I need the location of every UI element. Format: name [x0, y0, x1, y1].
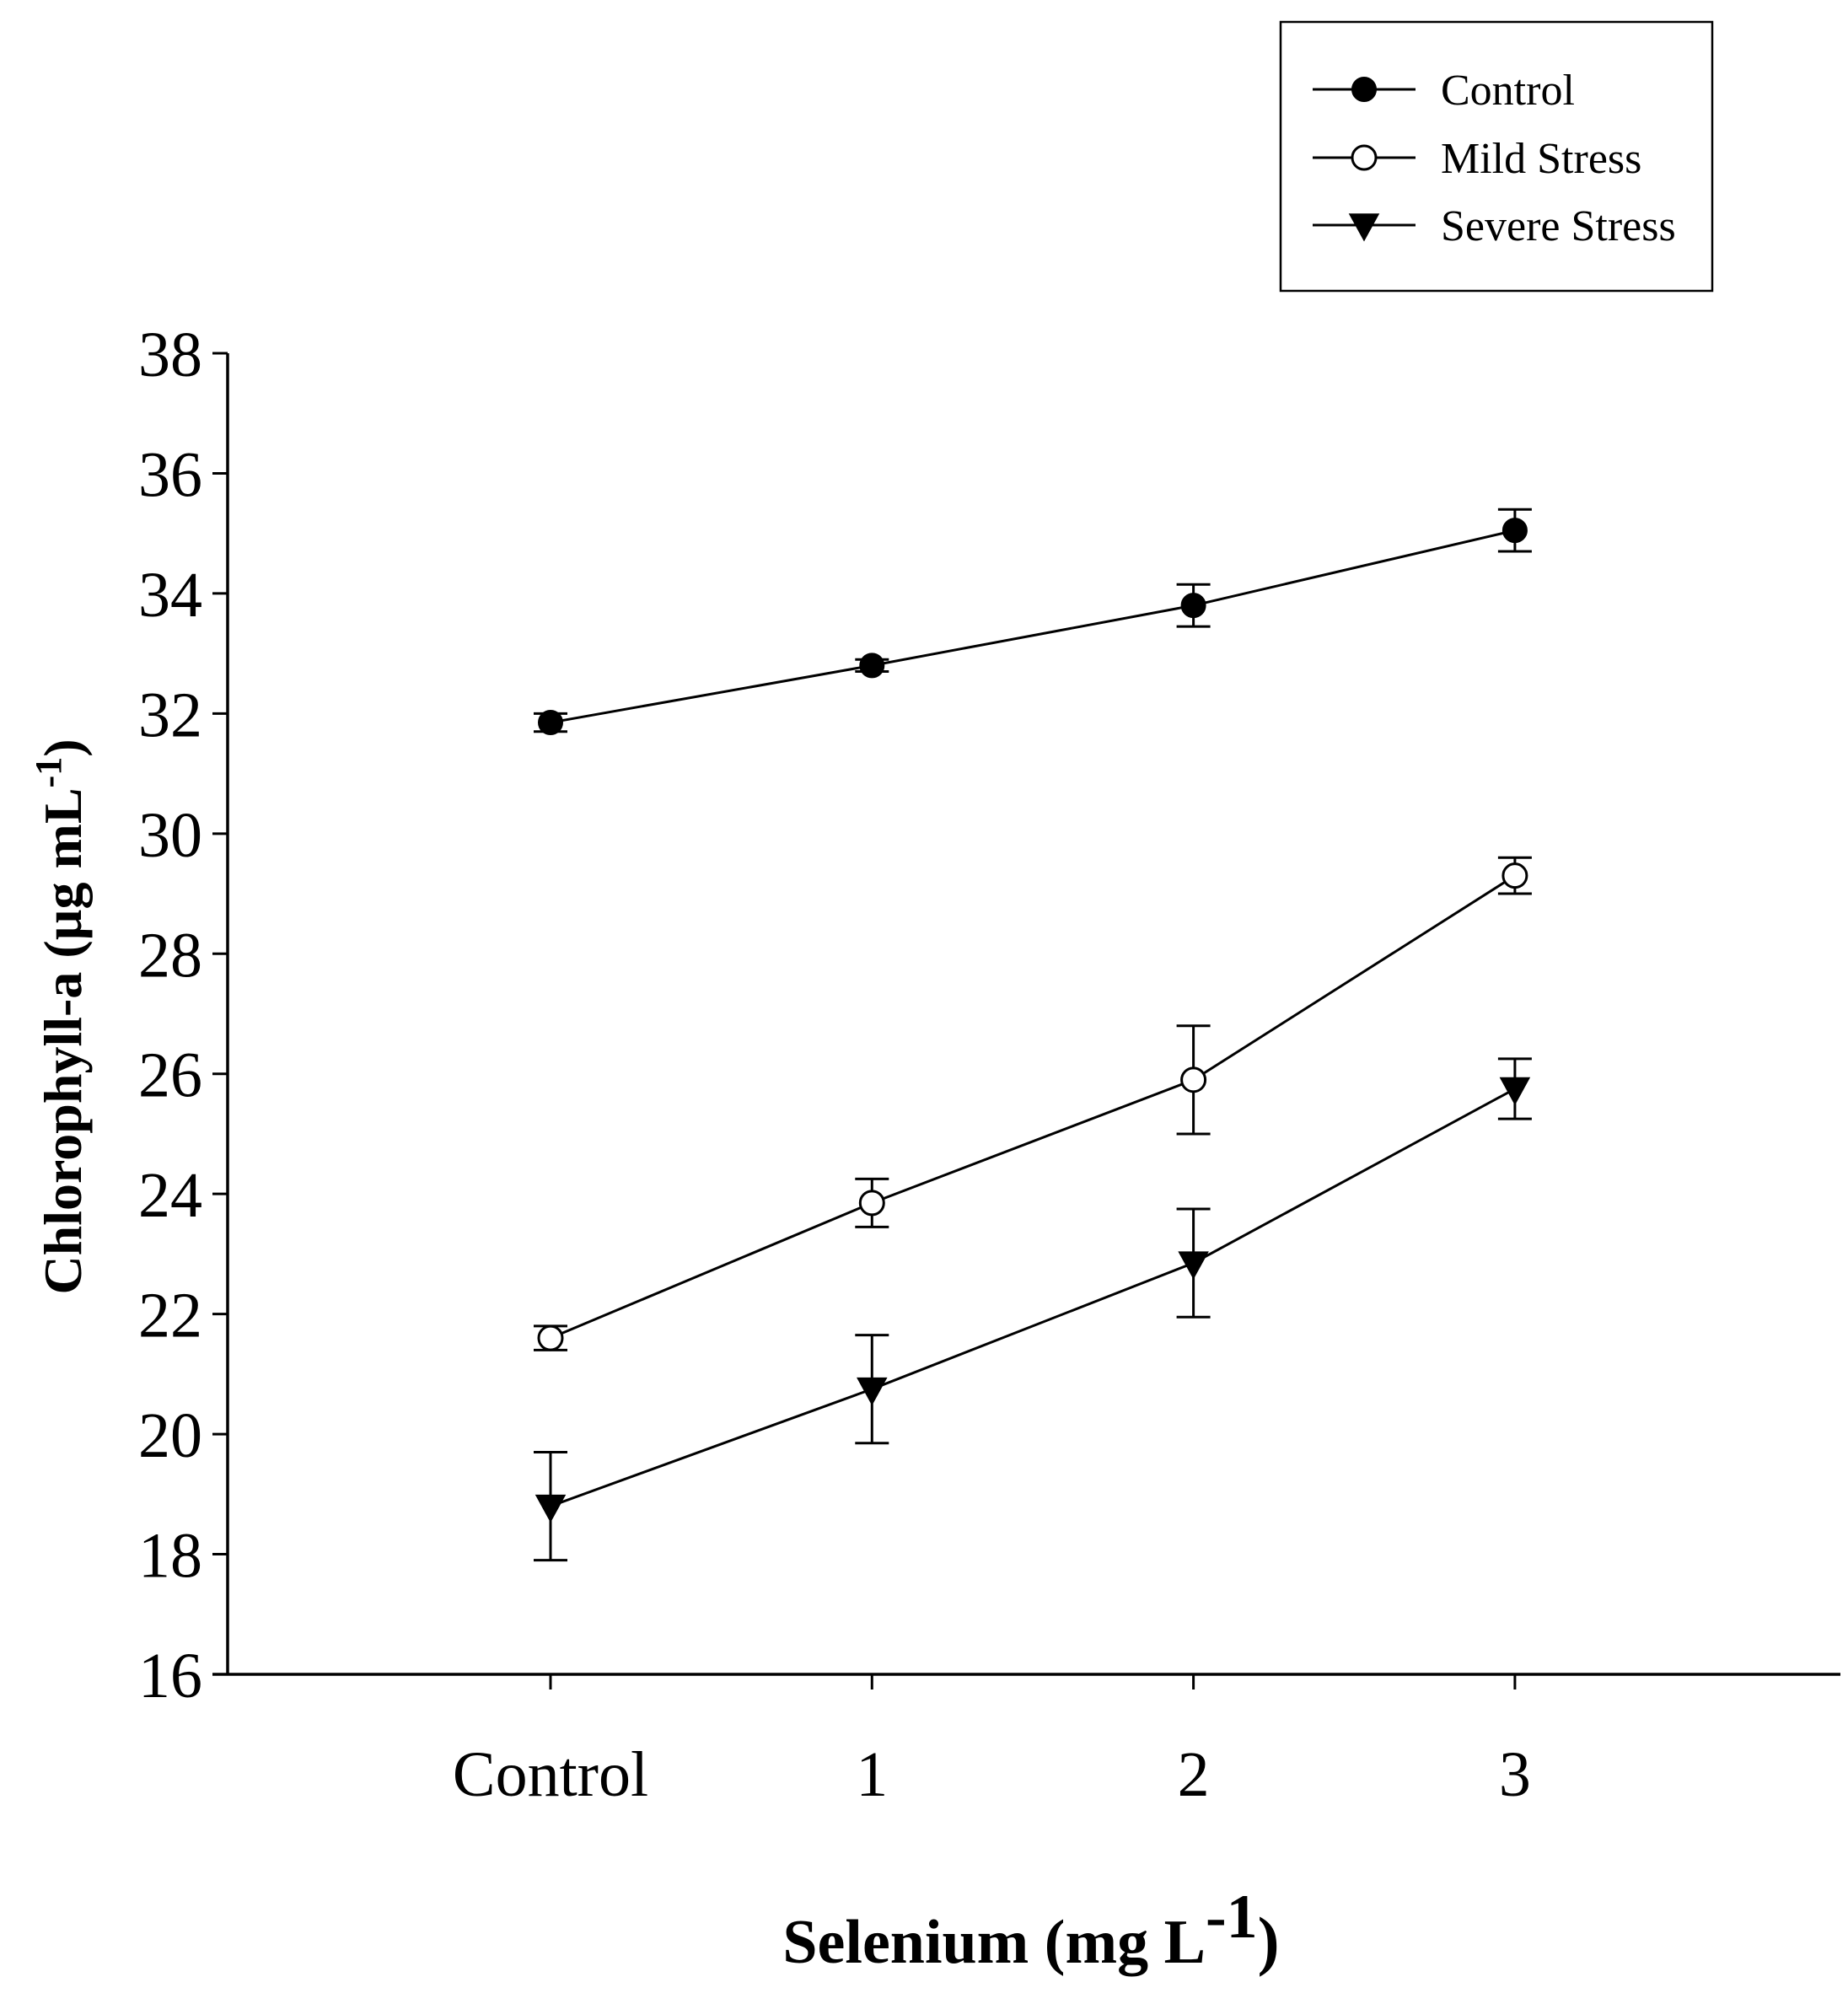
data-point-filled-circle-icon	[1180, 593, 1206, 619]
data-point-filled-circle-icon	[1502, 518, 1528, 544]
legend: Control Mild Stress Severe Stress	[1279, 20, 1714, 293]
x-tick-label: 2	[1178, 1739, 1210, 1810]
series-mild-stress	[534, 856, 1532, 1351]
axes: 16 18 20 22 24 26 28 30 32 34 36 38 Control 1 2 3	[138, 320, 1840, 1810]
data-point-open-circle-icon	[1180, 1066, 1207, 1093]
y-tick-label: 24	[138, 1160, 202, 1231]
data-point-filled-circle-icon	[538, 710, 563, 736]
y-axis-title-close: )	[33, 739, 93, 756]
filled-circle-icon	[1351, 77, 1377, 102]
series-control	[534, 508, 1532, 736]
y-tick-label: 20	[138, 1400, 202, 1471]
y-tick-label: 38	[138, 320, 202, 390]
x-axis-title-superscript: -1	[1206, 1883, 1258, 1952]
legend-label: Control	[1441, 67, 1575, 115]
filled-triangle-down-icon	[1348, 213, 1380, 242]
data-point-open-circle-icon	[1502, 862, 1528, 889]
x-tick-label: 3	[1499, 1739, 1531, 1810]
series-line	[550, 874, 1516, 1340]
y-axis-title-superscript: -1	[28, 757, 69, 788]
data-point-open-circle-icon	[858, 1190, 885, 1217]
legend-label: Severe Stress	[1441, 202, 1676, 250]
x-axis-title: Selenium (mg L-1)	[782, 1883, 1279, 1977]
open-circle-icon	[1351, 144, 1378, 171]
x-axis-title-close: )	[1258, 1904, 1280, 1977]
y-tick-label: 34	[138, 560, 202, 631]
y-tick-label: 22	[138, 1281, 202, 1351]
series-layer	[534, 508, 1532, 1562]
x-axis-title-text: Selenium (mg L	[782, 1908, 1206, 1977]
data-point-filled-triangle-down-icon	[1178, 1251, 1209, 1280]
legend-entry: Severe Stress	[1313, 202, 1676, 250]
data-point-filled-triangle-down-icon	[535, 1494, 567, 1523]
y-tick-label: 28	[138, 920, 202, 991]
legend-entry: Control	[1313, 67, 1575, 115]
data-point-filled-triangle-down-icon	[1499, 1077, 1531, 1106]
y-tick-label: 18	[138, 1521, 202, 1592]
y-tick-label: 30	[138, 800, 202, 871]
y-axis-title-text: Chlorophyll-a (µg mL	[33, 787, 93, 1294]
y-tick-label: 36	[138, 439, 202, 510]
series-line	[550, 1088, 1516, 1507]
series-line	[550, 529, 1516, 724]
legend-entry: Mild Stress	[1313, 135, 1641, 183]
legend-label: Mild Stress	[1441, 135, 1641, 183]
data-point-open-circle-icon	[537, 1324, 564, 1351]
y-tick-label: 26	[138, 1040, 202, 1111]
data-point-filled-triangle-down-icon	[857, 1377, 888, 1406]
x-tick-label: Control	[453, 1739, 648, 1810]
y-tick-label: 16	[138, 1641, 202, 1711]
y-tick-label: 32	[138, 680, 202, 750]
x-tick-label: 1	[856, 1739, 888, 1810]
series-severe-stress	[534, 1057, 1532, 1562]
data-point-filled-circle-icon	[859, 653, 885, 679]
y-axis-title: Chlorophyll-a (µg mL-1)	[28, 739, 93, 1294]
